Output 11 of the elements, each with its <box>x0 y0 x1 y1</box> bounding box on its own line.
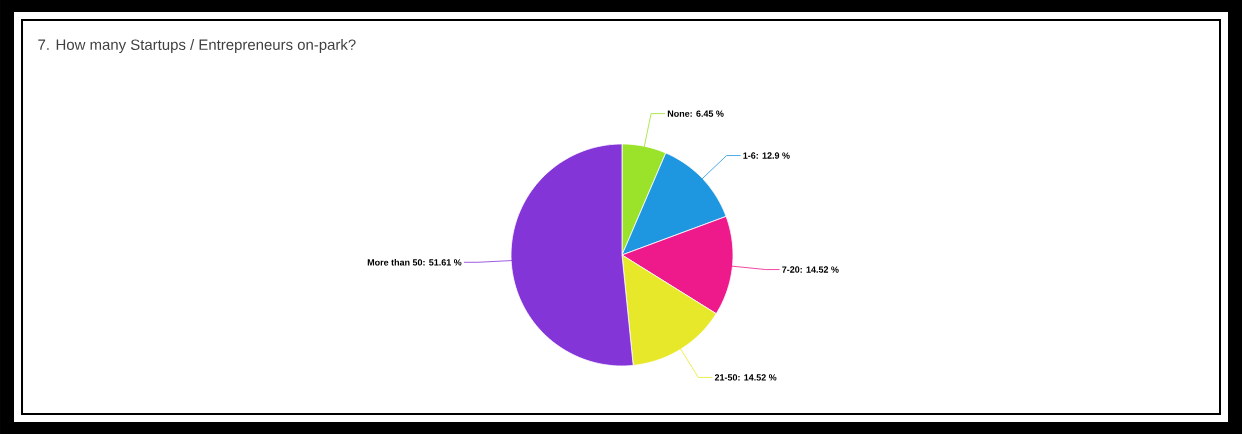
data-label: : 14.52 % <box>800 266 839 273</box>
slice-label: None <box>667 110 690 117</box>
data-label: : 14.52 % <box>738 374 777 381</box>
data-label: : 12.9 % <box>756 152 790 159</box>
data-label: : 51.61 % <box>423 259 462 266</box>
slice-label: 1-6 <box>743 152 756 159</box>
slice-label: 7-20 <box>782 266 800 273</box>
data-label: : 6.45 % <box>690 110 724 117</box>
text: 7. How many Startups / Entrepreneurs on-park? <box>38 39 356 53</box>
slice-label: 21-50 <box>714 374 738 381</box>
slice-label: More than 50 <box>367 258 423 266</box>
